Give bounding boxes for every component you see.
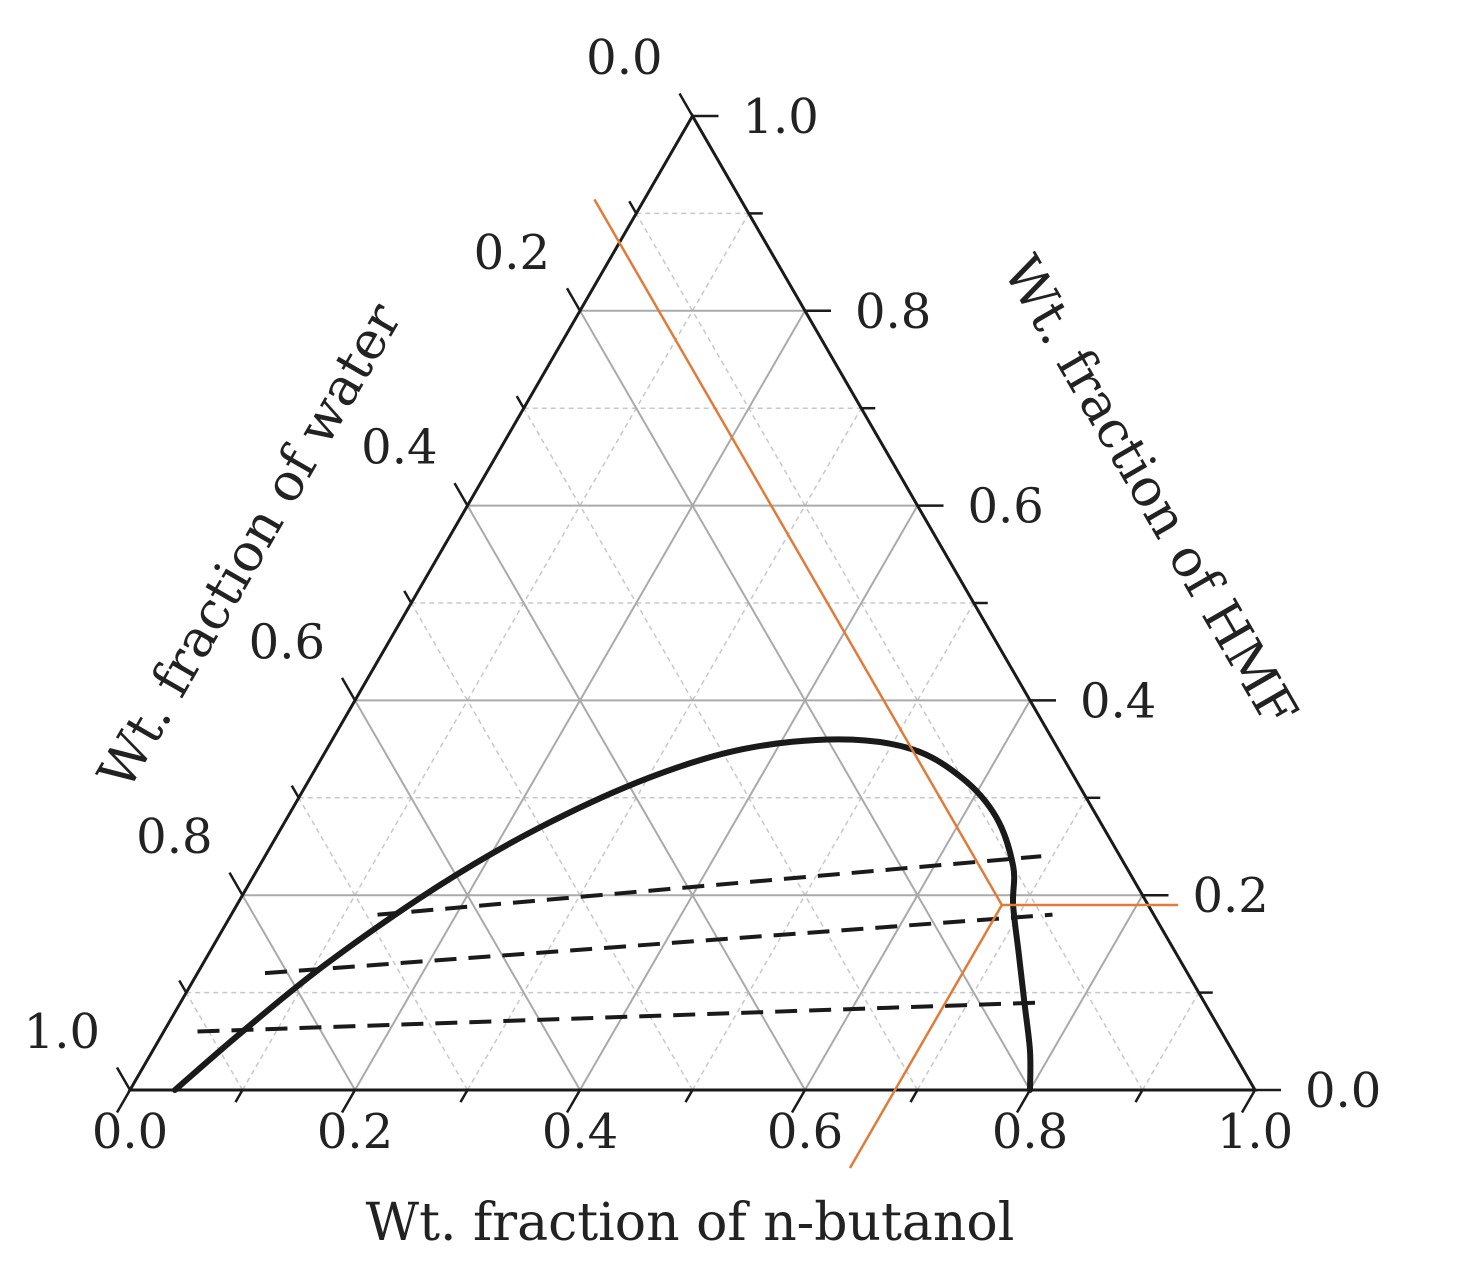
left-tick-label: 1.0 <box>24 1004 100 1060</box>
left-tick <box>565 287 582 312</box>
major-gridline-water <box>466 505 806 1091</box>
example-line-water <box>593 198 1003 906</box>
left-tick <box>340 677 357 702</box>
bottom-tick <box>565 1089 582 1114</box>
right-tick-label: 0.4 <box>1080 673 1156 729</box>
tie-line <box>197 1000 1047 1034</box>
major-gridline-butanol <box>804 699 1031 1091</box>
right-tick-label: 0.6 <box>968 479 1044 535</box>
major-gridline-butanol <box>579 505 919 1091</box>
tie-line <box>377 854 1042 917</box>
bottom-tick-label: 0.0 <box>92 1104 168 1160</box>
bottom-axis-title: Wt. fraction of n-butanol <box>366 1193 1015 1253</box>
bottom-tick-label: 0.2 <box>317 1104 393 1160</box>
left-tick <box>628 200 638 215</box>
bottom-tick <box>1240 1089 1257 1114</box>
major-gridline-water <box>241 894 356 1091</box>
bottom-tick-label: 1.0 <box>1217 1104 1293 1160</box>
minor-grid <box>185 212 1200 1091</box>
left-tick <box>115 1066 132 1091</box>
bottom-tick <box>459 1089 469 1103</box>
minor-gridline-butanol <box>241 213 750 1091</box>
right-tick-label: 0.2 <box>1193 868 1269 924</box>
bottom-tick <box>1015 1089 1032 1114</box>
left-tick <box>678 92 694 117</box>
tie-line <box>264 912 1053 976</box>
bottom-tick <box>340 1089 357 1114</box>
minor-gridline-water <box>298 797 469 1091</box>
major-gridline-water <box>354 699 581 1091</box>
bottom-tick <box>115 1089 132 1114</box>
minor-gridline-water <box>185 992 244 1091</box>
right-tick-label: 0.0 <box>1305 1063 1381 1119</box>
tick-labels: 0.0 0.2 0.4 0.6 0.8 1.00.00.20.40.60.81.00.00… <box>24 30 1382 1160</box>
right-tick-label: 1.0 <box>743 89 819 145</box>
minor-gridline-water <box>635 213 1144 1091</box>
left-tick-label: 0.4 <box>361 420 437 476</box>
minor-gridline-butanol <box>466 407 862 1091</box>
minor-gridline-butanol <box>916 797 1087 1091</box>
bottom-tick-label: 0.8 <box>992 1104 1068 1160</box>
bottom-tick <box>909 1089 919 1103</box>
left-tick <box>403 590 413 604</box>
left-tick <box>515 395 525 409</box>
minor-gridline-butanol <box>1141 992 1200 1091</box>
example-composition-lines <box>593 198 1179 1169</box>
bottom-tick-label: 0.4 <box>542 1104 618 1160</box>
left-tick-label: 0.2 <box>474 225 550 281</box>
left-tick <box>228 872 244 896</box>
bottom-tick <box>1134 1089 1144 1103</box>
left-tick <box>290 785 300 799</box>
minor-gridline-water <box>410 602 694 1091</box>
minor-gridline-butanol <box>691 602 975 1091</box>
example-line-butanol <box>848 904 1003 1169</box>
bottom-tick <box>790 1089 807 1114</box>
left-tick-label: 0.0 <box>586 30 662 86</box>
left-tick-label: 0.6 <box>249 614 325 670</box>
left-axis-title: Wt. fraction of water <box>87 293 414 799</box>
bottom-tick <box>684 1089 694 1103</box>
major-grid <box>241 309 1144 1091</box>
bottom-tick <box>234 1089 244 1103</box>
binodal-curve <box>172 736 1034 1093</box>
minor-gridline-water <box>523 407 919 1091</box>
right-tick-label: 0.8 <box>855 284 931 340</box>
left-tick <box>178 979 188 994</box>
left-tick-label: 0.8 <box>136 809 212 865</box>
tick-marks <box>115 92 1281 1114</box>
tie-lines <box>197 854 1053 1034</box>
major-gridline-butanol <box>1029 894 1144 1091</box>
left-tick <box>453 482 469 507</box>
bottom-tick-label: 0.6 <box>767 1104 843 1160</box>
binodal-curve-group <box>172 736 1034 1093</box>
